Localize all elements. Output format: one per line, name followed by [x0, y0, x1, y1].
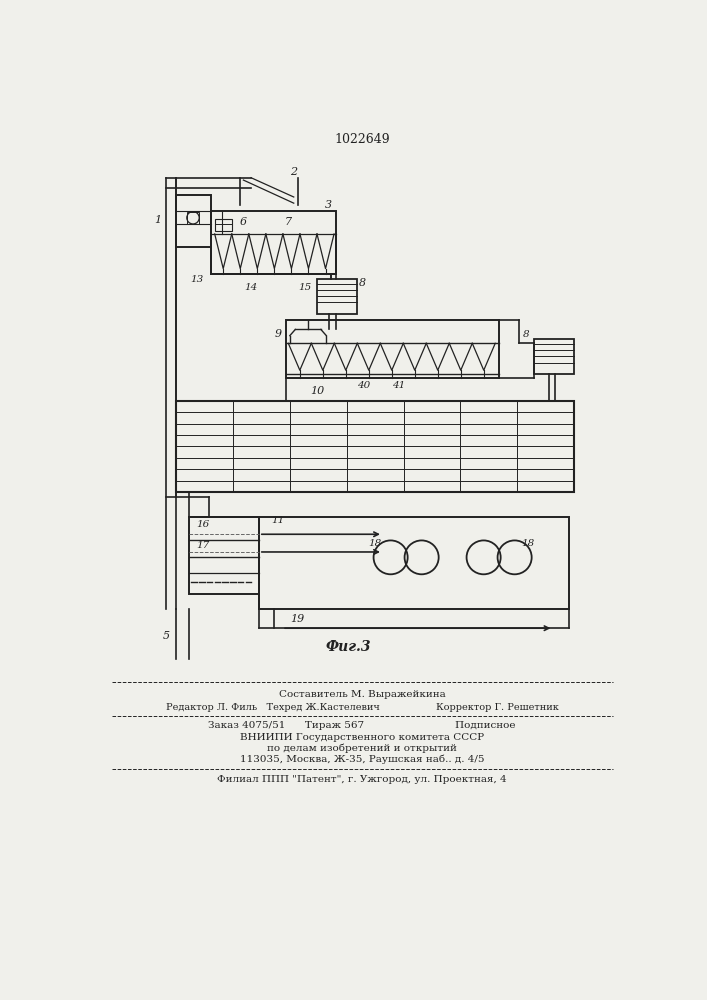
Bar: [176, 195, 211, 247]
Text: 1022649: 1022649: [334, 133, 390, 146]
Bar: [286, 320, 499, 378]
Text: Филиал ППП "Патент", г. Ужгород, ул. Проектная, 4: Филиал ППП "Патент", г. Ужгород, ул. Про…: [217, 775, 507, 784]
Text: ВНИИПИ Государственного комитета СССР: ВНИИПИ Государственного комитета СССР: [240, 733, 484, 742]
Bar: [189, 517, 259, 594]
Text: 11: 11: [271, 516, 285, 525]
Bar: [317, 279, 357, 314]
Text: 8: 8: [358, 278, 366, 288]
Text: 8: 8: [523, 330, 530, 339]
Text: Редактор Л. Филь   Техред Ж.Кастелевич                  Корректор Г. Решетник: Редактор Л. Филь Техред Ж.Кастелевич Кор…: [165, 703, 559, 712]
Bar: [215, 219, 232, 231]
Text: 18: 18: [368, 539, 382, 548]
Text: 113035, Москва, Ж-35, Раушская наб.. д. 4/5: 113035, Москва, Ж-35, Раушская наб.. д. …: [240, 754, 484, 764]
Text: 7: 7: [285, 217, 292, 227]
Text: 3: 3: [325, 200, 332, 210]
Text: 16: 16: [197, 520, 210, 529]
Text: 15: 15: [299, 283, 312, 292]
Text: 41: 41: [392, 381, 405, 390]
Text: 5: 5: [163, 631, 170, 641]
Bar: [211, 211, 337, 274]
Text: Заказ 4075/51      Тираж 567                            Подписное: Заказ 4075/51 Тираж 567 Подписное: [208, 721, 515, 730]
Text: 6: 6: [240, 217, 247, 227]
Text: 18: 18: [521, 539, 534, 548]
Bar: [176, 401, 574, 492]
Text: Составитель М. Выражейкина: Составитель М. Выражейкина: [279, 690, 445, 699]
Text: 13: 13: [190, 275, 204, 284]
Text: по делам изобретений и открытий: по делам изобретений и открытий: [267, 744, 457, 753]
Text: 10: 10: [310, 386, 324, 396]
Text: 2: 2: [290, 167, 298, 177]
Text: 40: 40: [357, 381, 370, 390]
Text: 19: 19: [291, 614, 305, 624]
Text: 9: 9: [275, 329, 282, 339]
Text: 1: 1: [155, 215, 162, 225]
Bar: [259, 517, 569, 609]
Text: Фиг.3: Фиг.3: [325, 640, 370, 654]
Bar: [187, 212, 199, 224]
Text: 17: 17: [197, 541, 210, 550]
Text: 14: 14: [245, 283, 258, 292]
Bar: [534, 339, 574, 374]
